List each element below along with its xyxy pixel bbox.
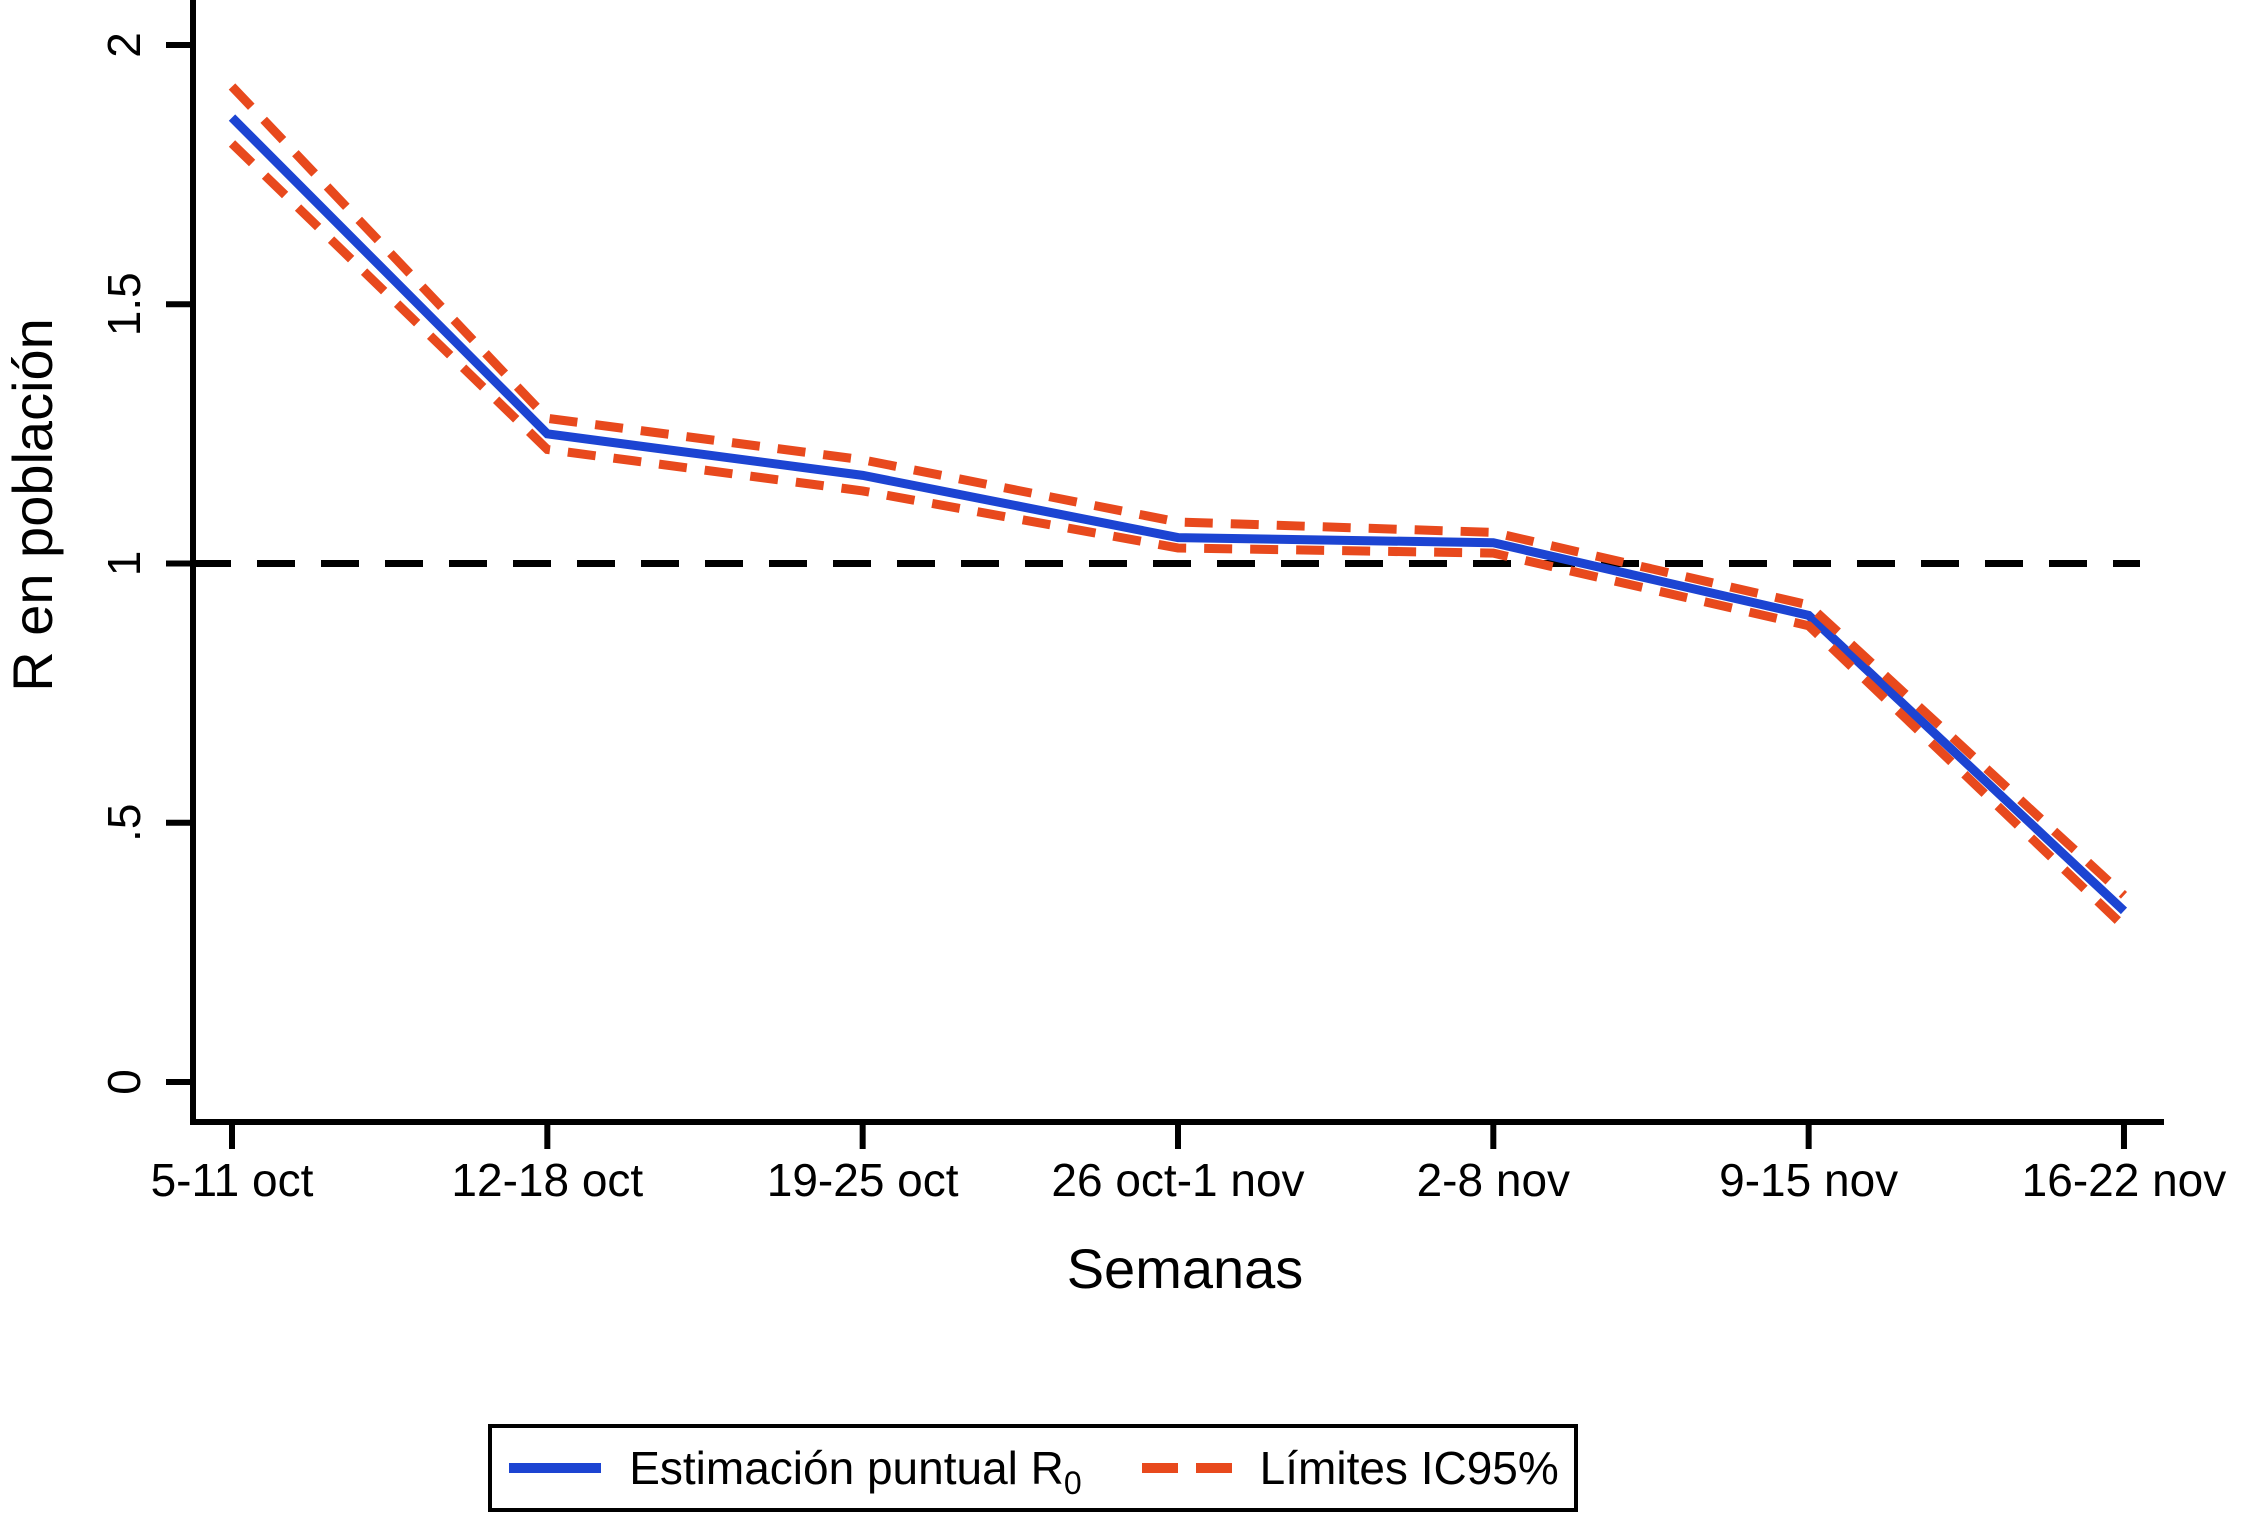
- legend-label-estimate-subscript: 0: [1063, 1465, 1082, 1502]
- x-tick-label-5: 9-15 nov: [1719, 1154, 1898, 1206]
- x-tick-label-3: 26 oct-1 nov: [1051, 1154, 1304, 1206]
- legend-item-estimate: Estimación puntual R0: [507, 1442, 1082, 1499]
- dashed-line-swatch-icon: [1141, 1463, 1232, 1473]
- y-tick-label-2: 2: [98, 32, 150, 58]
- x-tick-label-6: 16-22 nov: [2022, 1154, 2227, 1206]
- y-tick-label-1: 1: [98, 551, 150, 577]
- y-tick-label-0: 0: [98, 1069, 150, 1095]
- x-axis-title: Semanas: [1067, 1237, 1304, 1300]
- legend-label-estimate: Estimación puntual R0: [629, 1442, 1081, 1499]
- legend-item-ci: Límites IC95%: [1138, 1445, 1559, 1491]
- legend-label-estimate-text: Estimación puntual R: [629, 1442, 1064, 1494]
- y-axis-title: R en población: [1, 318, 64, 692]
- x-tick-label-2: 19-25 oct: [767, 1154, 959, 1206]
- series-line-ci-upper: [228, 83, 2128, 899]
- y-tick-label-.5: .5: [98, 804, 150, 842]
- legend-label-ci-text: Límites IC95%: [1259, 1442, 1559, 1494]
- y-tick-label-1.5: 1.5: [98, 272, 150, 336]
- x-tick-label-1: 12-18 oct: [451, 1154, 643, 1206]
- series-line-estimate: [228, 114, 2128, 915]
- x-tick-label-4: 2-8 nov: [1417, 1154, 1570, 1206]
- x-tick-label-0: 5-11 oct: [151, 1154, 314, 1206]
- solid-line-swatch-icon: [509, 1463, 602, 1473]
- legend: Estimación puntual R0 Límites IC95%: [488, 1424, 1578, 1512]
- legend-label-ci: Límites IC95%: [1260, 1445, 1559, 1491]
- series-line-ci-lower: [228, 140, 2128, 930]
